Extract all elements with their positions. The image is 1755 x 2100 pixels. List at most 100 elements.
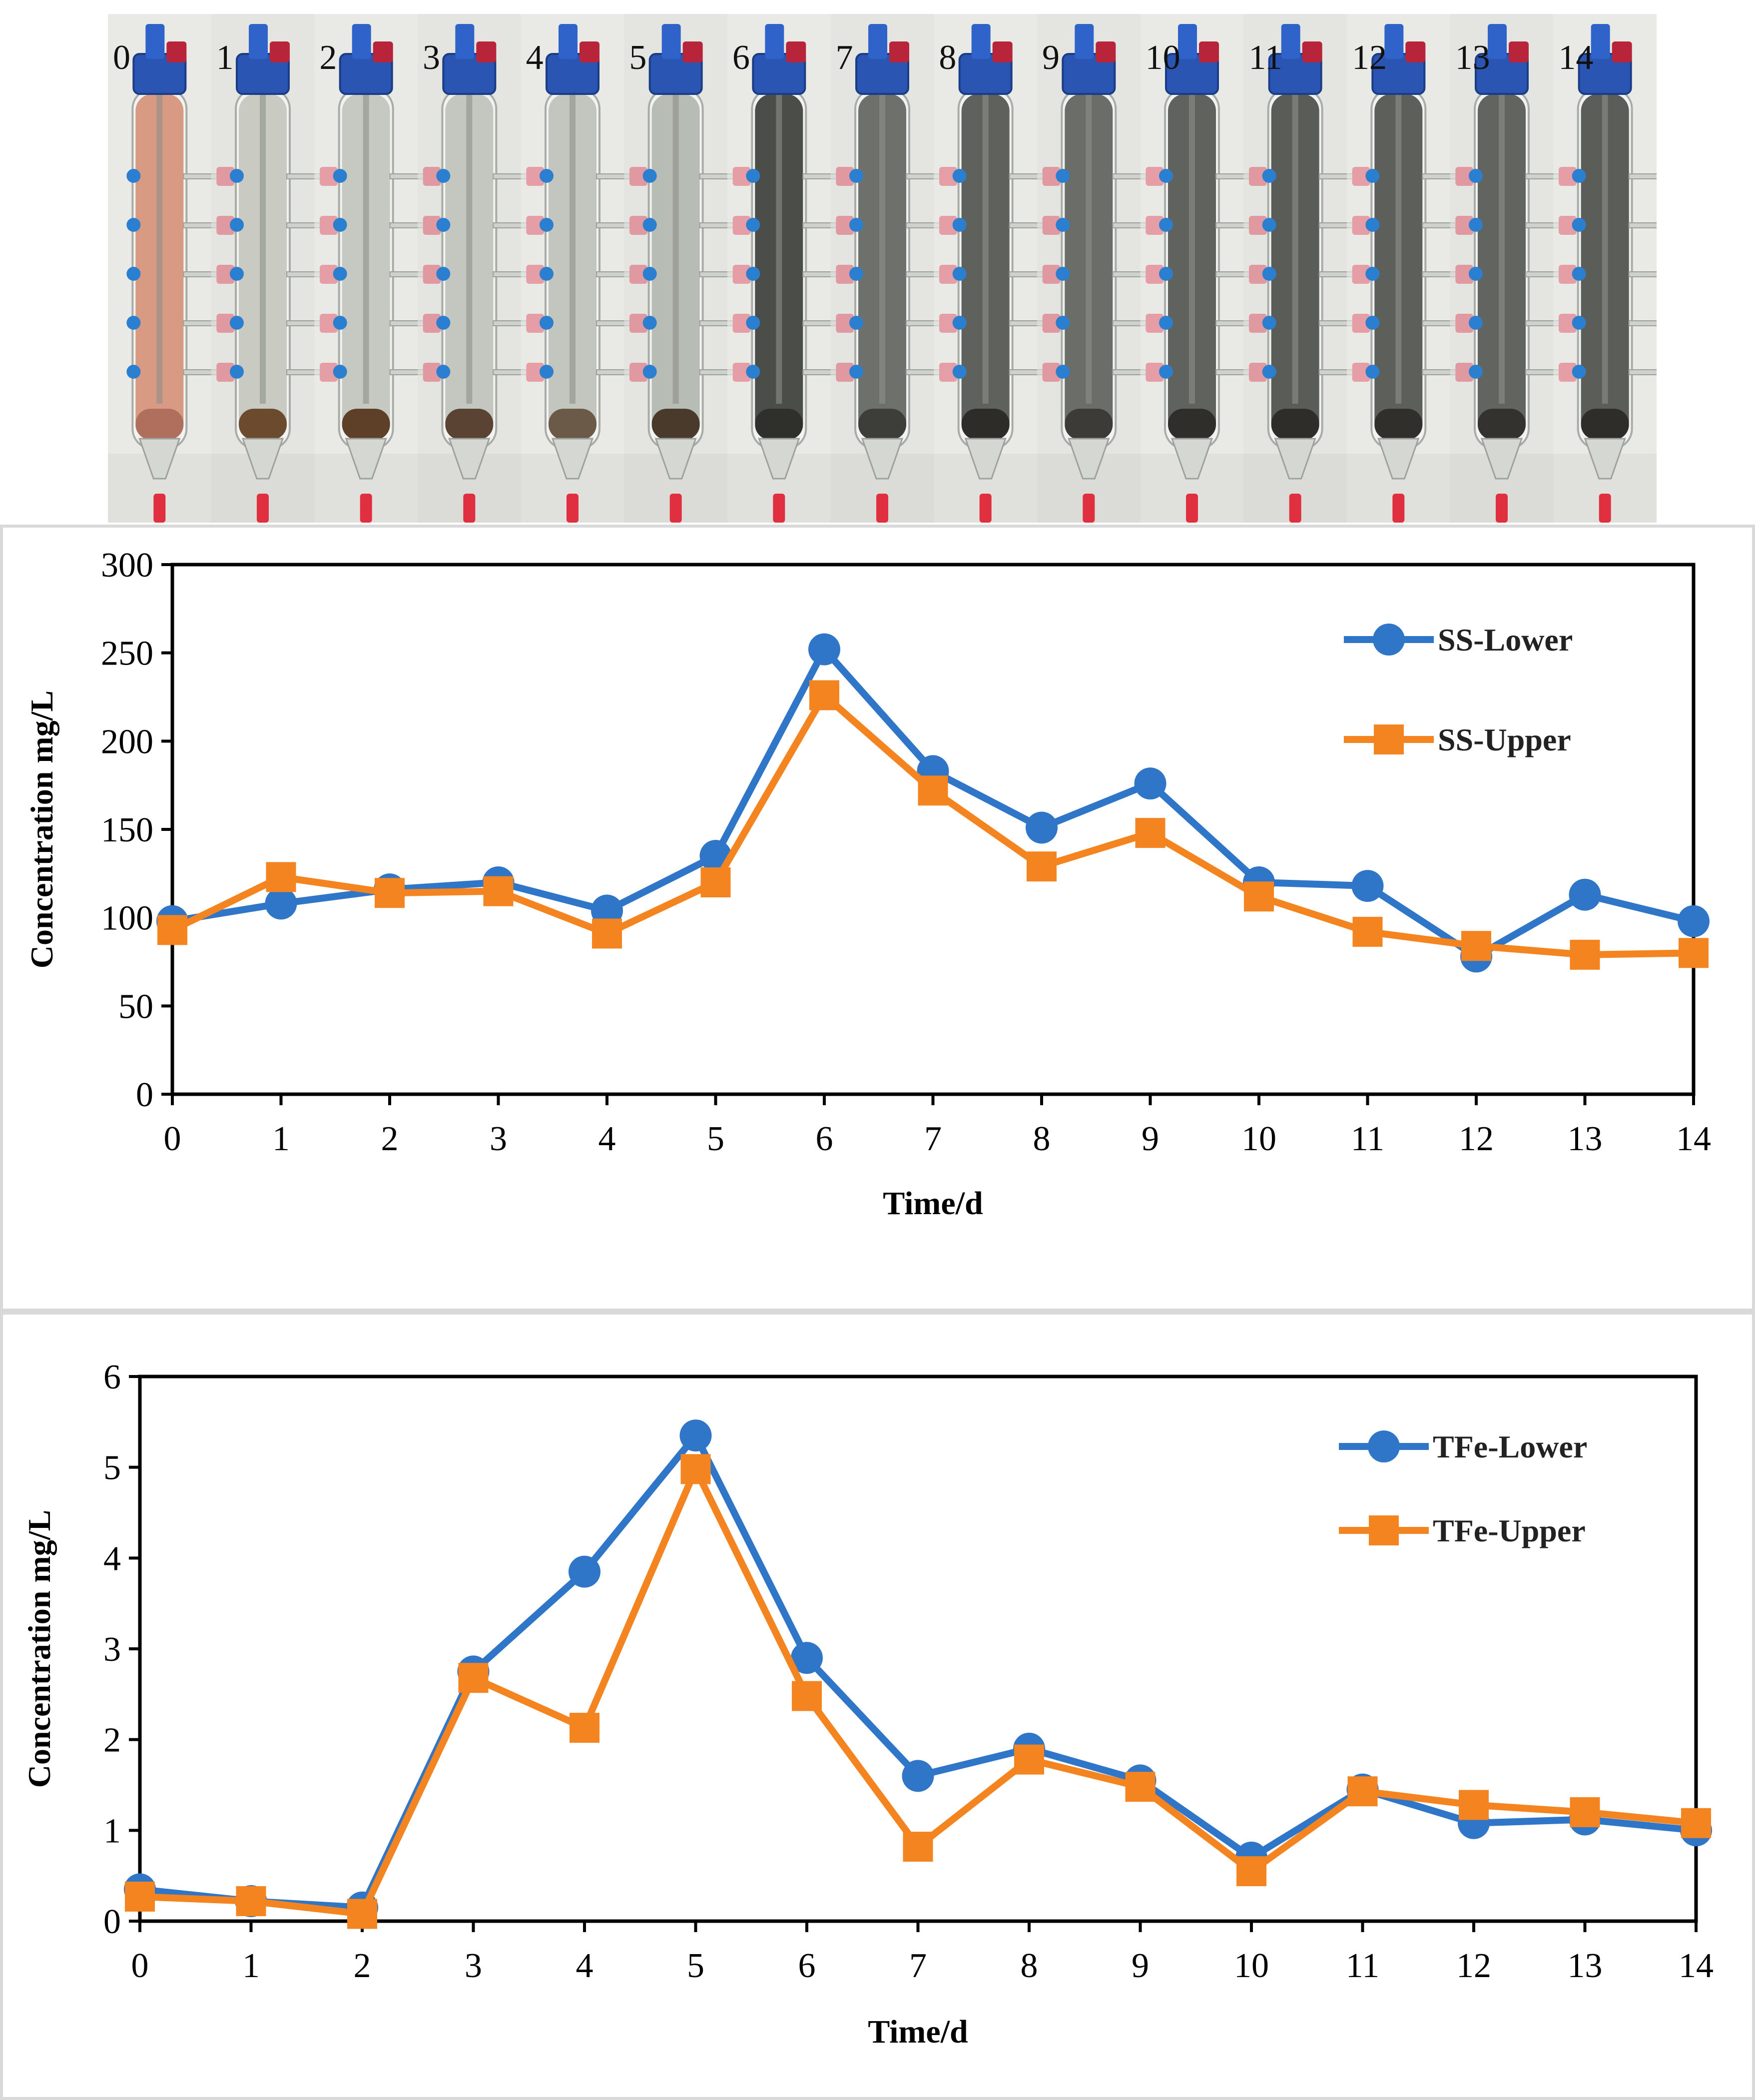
center-rod: [570, 94, 576, 404]
port-clip: [126, 267, 141, 281]
y-tick-label: 200: [101, 722, 153, 761]
reactor-column: 12: [1347, 14, 1474, 523]
x-tick-label: 5: [687, 1947, 704, 1985]
port-clip: [1365, 316, 1380, 330]
cap-red-fitting: [1199, 41, 1219, 62]
data-series: [124, 1419, 1712, 1929]
x-tick-label: 6: [798, 1947, 816, 1985]
data-point-tfe-lower: [679, 1419, 712, 1452]
column-number-label: 0: [113, 38, 130, 77]
data-point-ss-lower: [808, 633, 840, 666]
column-number-label: 13: [1455, 38, 1490, 77]
port-clip: [436, 218, 451, 232]
bottom-valve: [463, 494, 476, 523]
data-point-tfe-upper: [570, 1713, 599, 1743]
x-tick-label: 3: [465, 1947, 482, 1985]
port-clip: [642, 169, 657, 183]
bottom-valve: [360, 494, 372, 523]
reactor-column: 10: [1140, 14, 1267, 523]
port-clip: [952, 365, 967, 379]
reactor-column: 9: [1037, 14, 1164, 523]
bottom-valve: [979, 494, 992, 523]
legend-label: TFe-Upper: [1433, 1513, 1586, 1548]
bottom-valve: [876, 494, 888, 523]
port-clip: [230, 218, 244, 232]
data-point-ss-lower: [1134, 767, 1167, 800]
reactor-column: 11: [1243, 14, 1370, 523]
cap-fitting: [1384, 24, 1404, 59]
reactor-column: 8: [934, 14, 1061, 523]
column-sediment: [1065, 409, 1113, 440]
cap-red-fitting: [1612, 41, 1632, 62]
data-point-ss-upper: [700, 867, 731, 897]
bottom-valve: [669, 494, 682, 523]
bottom-nozzle: [448, 438, 491, 480]
center-rod: [1499, 94, 1505, 404]
port-clip: [746, 365, 760, 379]
port-clip: [1262, 267, 1276, 281]
sampling-arm: [1628, 320, 1657, 326]
y-tick-label: 2: [103, 1721, 121, 1760]
x-tick-label: 4: [576, 1947, 593, 1985]
x-tick-label: 14: [1679, 1947, 1714, 1985]
port-clip: [126, 316, 141, 330]
bottom-nozzle: [241, 438, 284, 480]
port-clip: [436, 267, 451, 281]
center-rod: [776, 94, 782, 404]
center-rod: [156, 94, 163, 404]
data-point-tfe-upper: [347, 1899, 377, 1929]
x-tick-label: 4: [598, 1120, 616, 1158]
data-point-ss-upper: [157, 915, 187, 945]
port-clip: [1365, 169, 1380, 183]
column-number-label: 4: [526, 38, 544, 77]
x-tick-label: 11: [1351, 1120, 1384, 1158]
x-axis-ticks: 0 1 2 3 4 5 6 7 8 9 10 11 12 13 14: [131, 1921, 1714, 1985]
x-tick-label: 2: [381, 1120, 399, 1158]
cap-red-fitting: [270, 41, 290, 62]
data-point-ss-lower: [265, 887, 297, 920]
cap-red-fitting: [1509, 41, 1529, 62]
x-tick-label: 2: [354, 1947, 371, 1985]
column-sediment: [961, 409, 1010, 440]
port-clip: [1056, 218, 1070, 232]
column-number-label: 8: [939, 38, 956, 77]
cap-red-fitting: [476, 41, 497, 62]
data-point-ss-lower: [1351, 870, 1384, 902]
y-tick-label: 3: [103, 1630, 121, 1669]
x-tick-label: 5: [707, 1120, 724, 1158]
bottom-nozzle: [1480, 438, 1523, 480]
reactor-columns: 0 1 2 3 4 5 6 7 8 9 10 11 12 13 14: [108, 14, 1657, 523]
data-point-ss-upper: [592, 918, 622, 949]
center-rod: [1086, 94, 1092, 404]
x-tick-label: 8: [1021, 1947, 1038, 1985]
legend-marker: [1369, 1515, 1399, 1545]
cap-red-fitting: [682, 41, 703, 62]
cap-fitting: [765, 24, 784, 59]
x-tick-label: 14: [1676, 1120, 1711, 1158]
y-tick-label: 5: [103, 1449, 121, 1487]
cap-fitting: [145, 24, 165, 59]
x-tick-label: 13: [1568, 1947, 1603, 1985]
port-clip: [126, 169, 141, 183]
cap-fitting: [352, 24, 371, 59]
cap-red-fitting: [889, 41, 909, 62]
cap-fitting: [971, 24, 991, 59]
bottom-valve: [567, 494, 579, 523]
port-clip: [230, 267, 244, 281]
port-clip: [1572, 316, 1586, 330]
port-clip: [1056, 365, 1070, 379]
column-number-label: 7: [836, 38, 853, 77]
legend-marker: [1368, 1430, 1400, 1462]
reactor-column: 7: [830, 14, 957, 523]
port-clip: [126, 218, 141, 232]
x-tick-label: 0: [164, 1120, 181, 1158]
bottom-valve: [1083, 494, 1095, 523]
bottom-valve: [1392, 494, 1405, 523]
y-axis-label: Concentration mg/L: [21, 1510, 57, 1788]
port-clip: [1469, 169, 1483, 183]
cap-fitting: [559, 24, 578, 59]
data-point-tfe-upper: [792, 1681, 822, 1711]
bottom-nozzle: [654, 438, 697, 480]
bottom-nozzle: [1584, 438, 1626, 480]
